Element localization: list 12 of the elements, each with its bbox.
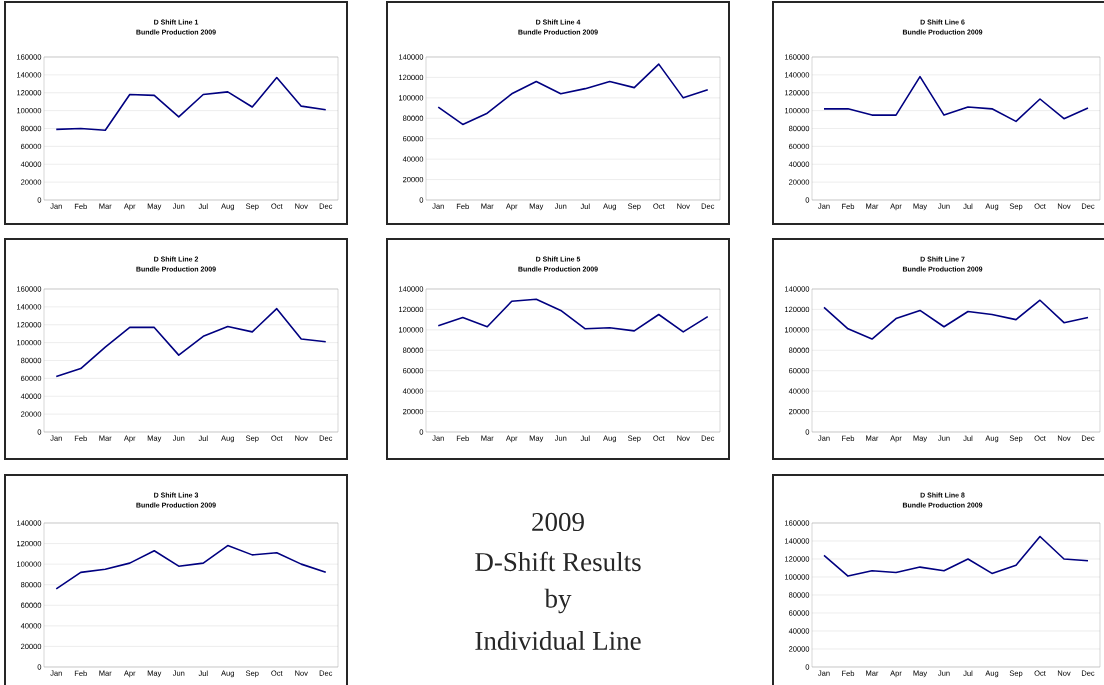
text: Individual Line [475, 630, 641, 650]
text: 2009 [532, 512, 584, 532]
line-series [823, 75, 1089, 123]
line-series [437, 298, 709, 333]
line-series [823, 535, 1089, 577]
text: D-Shift Results [475, 551, 641, 572]
line-series [55, 76, 327, 132]
line-series [823, 299, 1089, 340]
line-series [55, 544, 327, 590]
line-series [55, 307, 327, 378]
line-series [437, 63, 709, 126]
text: by [544, 588, 572, 614]
